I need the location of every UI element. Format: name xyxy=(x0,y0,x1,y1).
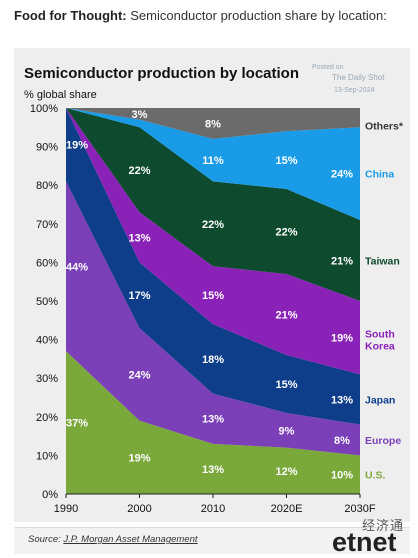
area-japan xyxy=(66,108,360,425)
headline-text: Semiconductor production share by locati… xyxy=(130,8,387,23)
data-label: 22% xyxy=(275,227,297,239)
y-tick-label: 20% xyxy=(36,412,58,424)
y-tick-label: 30% xyxy=(36,373,58,385)
data-label: 22% xyxy=(202,219,224,231)
data-label: 19% xyxy=(331,333,353,345)
area-layers xyxy=(66,108,360,494)
data-label: 21% xyxy=(331,255,353,267)
legend-europe: Europe xyxy=(365,435,401,447)
x-tick-label: 2030F xyxy=(344,503,375,515)
headline: Food for Thought: Semiconductor producti… xyxy=(14,8,387,23)
legend-taiwan: Taiwan xyxy=(365,255,400,267)
source-bar xyxy=(14,527,410,554)
legend-china: China xyxy=(365,169,394,181)
data-label: 15% xyxy=(275,155,297,167)
legend-others: Others* xyxy=(365,120,404,132)
data-label: 19% xyxy=(128,452,150,464)
stamp-date: 13-Sep-2024 xyxy=(334,87,375,94)
data-label: 12% xyxy=(275,466,297,478)
stamp-posted-on: Posted on xyxy=(312,64,344,71)
y-tick-label: 50% xyxy=(36,296,58,308)
data-label: 10% xyxy=(331,470,353,482)
data-label: 8% xyxy=(334,435,350,447)
x-tick-label: 1990 xyxy=(54,503,78,515)
area-taiwan xyxy=(66,108,360,301)
data-label: 11% xyxy=(202,155,224,167)
y-tick-label: 60% xyxy=(36,257,58,269)
data-label: 13% xyxy=(128,232,150,244)
data-label: 15% xyxy=(275,379,297,391)
chart-title: Semiconductor production by location xyxy=(24,65,299,82)
data-label: 22% xyxy=(128,165,150,177)
y-tick-label: 40% xyxy=(36,335,58,347)
data-label: 44% xyxy=(66,261,88,273)
data-label: 13% xyxy=(331,394,353,406)
y-tick-label: 80% xyxy=(36,180,58,192)
area-us xyxy=(66,351,360,494)
data-label: 18% xyxy=(202,354,224,366)
data-label: 19% xyxy=(66,140,88,152)
source-link[interactable]: J.P. Morgan Asset Management xyxy=(63,534,198,545)
x-tick-label: 2020E xyxy=(271,503,303,515)
legend-south-korea: South Korea xyxy=(365,329,395,353)
headline-bold: Food for Thought: xyxy=(14,8,127,23)
y-axis-label: % global share xyxy=(24,89,97,101)
legend-us: U.S. xyxy=(365,470,386,482)
x-tick-label: 2010 xyxy=(201,503,225,515)
watermark-cn: 经济通 xyxy=(362,519,405,534)
x-tick-label: 2000 xyxy=(127,503,151,515)
area-others xyxy=(66,108,360,139)
stacked-area-chart: Semiconductor production by location % g… xyxy=(24,64,404,515)
area-south-korea xyxy=(66,108,360,375)
data-label: 9% xyxy=(279,425,295,437)
watermark-etnet: etnet xyxy=(332,528,397,556)
data-label: 24% xyxy=(128,369,150,381)
inline-legend: U.S. Europe Japan South Korea Taiwan China Othe… xyxy=(365,120,404,481)
y-tick-label: 90% xyxy=(36,142,58,154)
stamp-publisher: The Daily Shot xyxy=(332,73,385,82)
source-note: Source: J.P. Morgan Asset Management xyxy=(28,534,198,545)
y-tick-label: 70% xyxy=(36,219,58,231)
y-tick-label: 100% xyxy=(30,103,58,115)
data-label: 17% xyxy=(128,290,150,302)
data-label: 8% xyxy=(205,118,221,130)
area-europe xyxy=(66,181,360,456)
data-label: 21% xyxy=(275,310,297,322)
data-label: 37% xyxy=(66,418,88,430)
data-label: 24% xyxy=(331,169,353,181)
data-label: 13% xyxy=(202,414,224,426)
data-label: 3% xyxy=(132,109,148,121)
data-labels: 37% 19% 13% 12% 10% 44% 24% 13% 9% 8% 19% 17% 18% 15%… xyxy=(66,109,353,482)
data-label: 13% xyxy=(202,464,224,476)
data-label: 15% xyxy=(202,290,224,302)
y-tick-label: 10% xyxy=(36,450,58,462)
axes: 0% 10% 20% 30% 40% 50% 60% 70% 80% 90% 100% 1990 200… xyxy=(30,103,376,515)
legend-japan: Japan xyxy=(365,394,395,406)
watermark-etnet-text: etnet xyxy=(332,527,397,557)
area-china xyxy=(66,108,360,220)
y-tick-label: 0% xyxy=(42,489,58,501)
source-prefix: Source: xyxy=(28,534,61,545)
